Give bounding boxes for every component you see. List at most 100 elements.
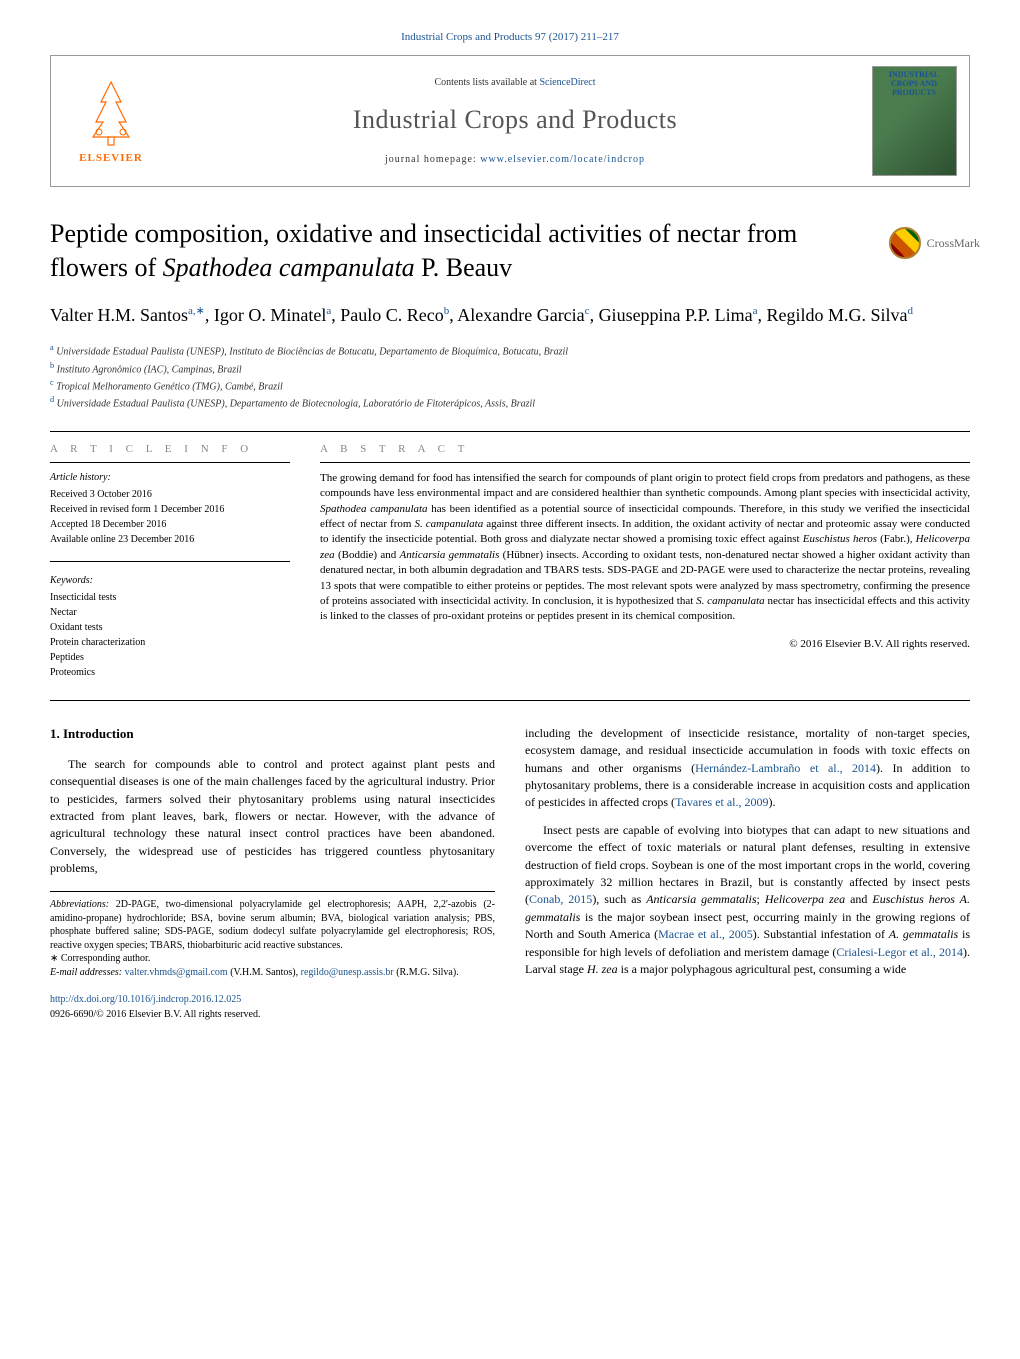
author-5: , Giuseppina P.P. Lima (590, 305, 753, 325)
journal-cover: INDUSTRIAL CROPS AND PRODUCTS (859, 56, 969, 186)
footnotes: Abbreviations: 2D-PAGE, two-dimensional … (50, 891, 495, 979)
para-2: including the development of insecticide… (525, 725, 970, 812)
homepage-link[interactable]: www.elsevier.com/locate/indcrop (480, 154, 645, 165)
corresponding: ∗ Corresponding author. (50, 952, 495, 966)
abstract-text: The growing demand for food has intensif… (320, 471, 970, 625)
aff-c-text: Tropical Melhoramento Genético (TMG), Ca… (56, 381, 283, 392)
received: Received 3 October 2016 (50, 487, 290, 502)
abstract: A B S T R A C T The growing demand for f… (320, 442, 970, 679)
contents-line: Contents lists available at ScienceDirec… (181, 76, 849, 90)
abs-t4: (Fabr.), (877, 533, 916, 545)
kw5: Peptides (50, 650, 290, 665)
crossmark-icon (889, 227, 921, 259)
abs-t5: (Boddie) and (335, 549, 400, 561)
journal-header: ELSEVIER Contents lists available at Sci… (50, 55, 970, 187)
ref-macrae[interactable]: Macrae et al., 2005 (658, 927, 753, 941)
revised: Received in revised form 1 December 2016 (50, 502, 290, 517)
aff-b-text: Instituto Agronômico (IAC), Campinas, Br… (57, 364, 242, 375)
left-column: 1. Introduction The search for compounds… (50, 725, 495, 1023)
abbr-text: 2D-PAGE, two-dimensional polyacrylamide … (50, 899, 495, 951)
publisher-logo: ELSEVIER (51, 56, 171, 186)
homepage-line: journal homepage: www.elsevier.com/locat… (181, 153, 849, 167)
p3-sp1: Anticarsia gemmatalis (646, 892, 756, 906)
para-3: Insect pests are capable of evolving int… (525, 822, 970, 979)
abbreviations: Abbreviations: 2D-PAGE, two-dimensional … (50, 898, 495, 952)
email-2-who: (R.M.G. Silva). (394, 967, 459, 978)
p3-c: ; (757, 892, 765, 906)
p3-sp5: H. zea (587, 962, 618, 976)
ref-tavares[interactable]: Tavares et al., 2009 (675, 795, 768, 809)
authors-line: Valter H.M. Santosa,∗, Igor O. Minatela,… (50, 303, 970, 328)
cover-thumbnail: INDUSTRIAL CROPS AND PRODUCTS (872, 66, 957, 176)
para-1: The search for compounds able to control… (50, 756, 495, 878)
aff-b: b Instituto Agronômico (IAC), Campinas, … (50, 360, 970, 377)
elsevier-tree-icon (81, 77, 141, 147)
abs-sp1: Spathodea campanulata (320, 503, 428, 515)
online: Available online 23 December 2016 (50, 532, 290, 547)
aff-d: d Universidade Estadual Paulista (UNESP)… (50, 394, 970, 411)
kw1: Insecticidal tests (50, 590, 290, 605)
abbr-label: Abbreviations: (50, 899, 109, 910)
section-1-heading: 1. Introduction (50, 725, 495, 744)
email-2-link[interactable]: regildo@unesp.assis.br (301, 967, 394, 978)
keywords-label: Keywords: (50, 574, 290, 588)
crossmark-badge[interactable]: CrossMark (889, 227, 980, 259)
crossmark-label: CrossMark (927, 236, 980, 252)
aff-a-text: Universidade Estadual Paulista (UNESP), … (56, 347, 568, 358)
doi-link[interactable]: http://dx.doi.org/10.1016/j.indcrop.2016… (50, 994, 241, 1005)
author-1-sup: a,∗ (188, 305, 205, 317)
divider-thick (50, 700, 970, 701)
info-heading: A R T I C L E I N F O (50, 442, 290, 462)
abs-sp5: Anticarsia gemmatalis (400, 549, 500, 561)
abstract-copyright: © 2016 Elsevier B.V. All rights reserved… (320, 637, 970, 652)
footer-block: http://dx.doi.org/10.1016/j.indcrop.2016… (50, 993, 495, 1022)
citation-link[interactable]: Industrial Crops and Products 97 (2017) … (401, 31, 619, 43)
p2-c: ). (769, 795, 776, 809)
ref-hernandez[interactable]: Hernández-Lambraño et al., 2014 (695, 761, 876, 775)
p3-i: is a major polyphagous agricultural pest… (618, 962, 907, 976)
ref-crialesi[interactable]: Crialesi-Legor et al., 2014 (836, 945, 963, 959)
sciencedirect-link[interactable]: ScienceDirect (539, 77, 595, 88)
article-title: Peptide composition, oxidative and insec… (50, 217, 970, 285)
p3-sp2: Helicoverpa zea (765, 892, 845, 906)
keywords-block: Keywords: Insecticidal tests Nectar Oxid… (50, 561, 290, 680)
citation-line: Industrial Crops and Products 97 (2017) … (50, 30, 970, 45)
kw3: Oxidant tests (50, 620, 290, 635)
p3-f: ). Substantial infestation of (753, 927, 889, 941)
author-2: , Igor O. Minatel (205, 305, 326, 325)
email-1-link[interactable]: valter.vhmds@gmail.com (125, 967, 228, 978)
abs-sp6: S. campanulata (696, 595, 765, 607)
kw4: Protein characterization (50, 635, 290, 650)
p3-sp4: A. gemmatalis (889, 927, 958, 941)
author-6: , Regildo M.G. Silva (757, 305, 907, 325)
homepage-prefix: journal homepage: (385, 154, 480, 165)
issn-line: 0926-6690/© 2016 Elsevier B.V. All right… (50, 1008, 495, 1023)
email-1-who: (V.H.M. Santos), (228, 967, 301, 978)
p3-b: ), such as (592, 892, 646, 906)
elsevier-label: ELSEVIER (79, 151, 143, 166)
abs-sp2: S. campanulata (414, 518, 483, 530)
abstract-heading: A B S T R A C T (320, 442, 970, 462)
affiliations: a Universidade Estadual Paulista (UNESP)… (50, 342, 970, 411)
aff-a: a Universidade Estadual Paulista (UNESP)… (50, 342, 970, 359)
author-6-sup: d (907, 305, 913, 317)
info-abstract-row: A R T I C L E I N F O Article history: R… (50, 442, 970, 679)
title-post: P. Beauv (415, 253, 513, 282)
right-column: including the development of insecticide… (525, 725, 970, 1023)
aff-c: c Tropical Melhoramento Genético (TMG), … (50, 377, 970, 394)
p3-d: and (845, 892, 872, 906)
aff-d-text: Universidade Estadual Paulista (UNESP), … (57, 398, 535, 409)
author-4: , Alexandre Garcia (449, 305, 584, 325)
history-label: Article history: (50, 471, 290, 485)
author-1: Valter H.M. Santos (50, 305, 188, 325)
header-center: Contents lists available at ScienceDirec… (171, 56, 859, 186)
abs-sp3: Euschistus heros (803, 533, 877, 545)
ref-conab[interactable]: Conab, 2015 (529, 892, 592, 906)
email-label: E-mail addresses: (50, 967, 122, 978)
accepted: Accepted 18 December 2016 (50, 517, 290, 532)
title-species: Spathodea campanulata (163, 253, 415, 282)
divider (50, 431, 970, 432)
journal-title: Industrial Crops and Products (181, 102, 849, 138)
abs-t1: The growing demand for food has intensif… (320, 472, 970, 499)
body-columns: 1. Introduction The search for compounds… (50, 725, 970, 1023)
